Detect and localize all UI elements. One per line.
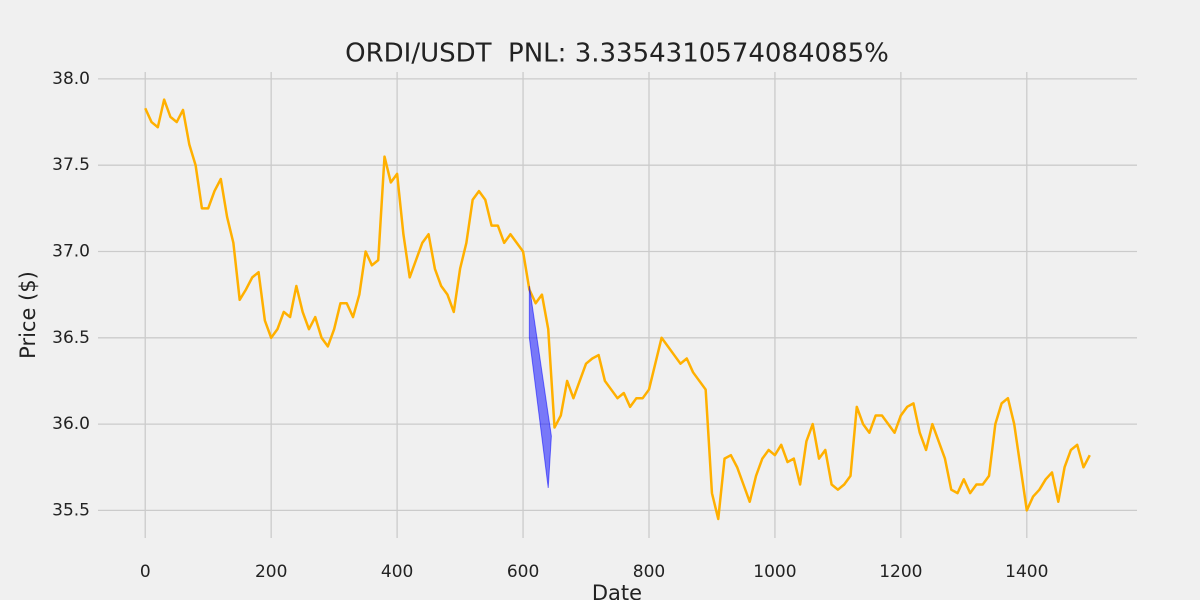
x-tick-label: 1400 <box>1005 562 1048 582</box>
y-tick-label: 37.5 <box>52 155 90 175</box>
y-tick-label: 35.5 <box>52 500 90 520</box>
x-tick-label: 800 <box>633 562 665 582</box>
trade-area <box>528 285 552 489</box>
x-tick-label: 1200 <box>879 562 922 582</box>
y-tick-label: 36.0 <box>52 414 90 434</box>
y-axis-label: Price ($) <box>16 271 40 359</box>
x-tick-label: 600 <box>507 562 539 582</box>
x-axis-label: Date <box>592 581 642 600</box>
y-tick-label: 36.5 <box>52 328 90 348</box>
price-line <box>144 98 1091 521</box>
y-tick-label: 38.0 <box>52 69 90 89</box>
x-tick-label: 200 <box>255 562 287 582</box>
chart-title: ORDI/USDT PNL: 3.3354310574084085% <box>345 39 889 69</box>
y-tick-label: 37.0 <box>52 241 90 261</box>
x-tick-label: 1000 <box>753 562 796 582</box>
x-tick-label: 0 <box>140 562 151 582</box>
x-tick-label: 400 <box>381 562 413 582</box>
